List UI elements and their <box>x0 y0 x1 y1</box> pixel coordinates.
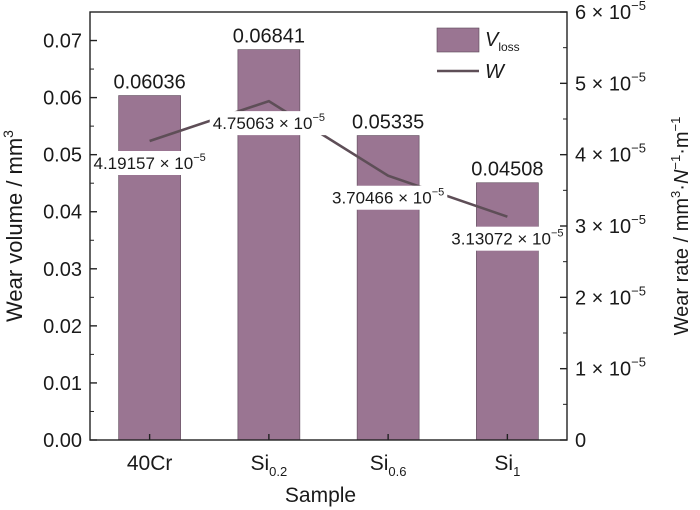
left-tick-label: 0.03 <box>43 259 82 281</box>
left-tick-label: 0.07 <box>43 31 82 53</box>
right-tick-label: 3 × 10−5 <box>575 212 646 238</box>
line-value-label: 3.70466 × 10−5 <box>328 185 448 210</box>
legend-swatch-bars <box>436 27 480 53</box>
left-axis-title: Wear volume / mm3 <box>0 130 27 322</box>
x-tick-label: Si0.2 <box>250 452 287 479</box>
bar <box>118 95 181 441</box>
axes: 0.00 0.01 0.02 0.03 0.04 0.05 0.06 0.07 0 1 × 10−… <box>43 0 646 479</box>
left-tick-label: 0.04 <box>43 202 82 224</box>
legend: Vloss W <box>436 27 520 83</box>
wear-rate-line <box>149 99 508 218</box>
left-tick-label: 0.01 <box>43 373 82 395</box>
right-tick-label: 0 <box>575 430 586 452</box>
legend-label-line: W <box>485 61 506 83</box>
line-label-background <box>90 151 209 176</box>
bar-value-label: 0.06841 <box>233 26 305 48</box>
line-series <box>149 99 508 218</box>
line-label-background <box>448 226 567 251</box>
line-value-label: 4.75063 × 10−5 <box>209 111 329 136</box>
x-tick-label: Si0.6 <box>370 452 407 479</box>
line-value-text: 3.70466 × 10−5 <box>332 187 444 208</box>
left-tick-label: 0.06 <box>43 88 82 110</box>
right-tick-label: 4 × 10−5 <box>575 141 646 167</box>
x-tick-label: Si1 <box>494 452 520 479</box>
bar-value-label: 0.06036 <box>113 72 185 94</box>
right-tick-label: 6 × 10−5 <box>575 0 646 24</box>
right-tick-label: 5 × 10−5 <box>575 69 646 95</box>
left-tick-label: 0.05 <box>43 145 82 167</box>
line-value-label: 3.13072 × 10−5 <box>448 226 567 251</box>
line-value-text: 3.13072 × 10−5 <box>451 228 563 249</box>
line-label-background <box>328 185 448 210</box>
bar <box>476 182 539 441</box>
left-tick-label: 0.00 <box>43 430 82 452</box>
bar-value-label: 0.05335 <box>352 112 424 134</box>
data-labels: 0.06036 0.06841 0.05335 0.04508 4.19157 × 10… <box>90 26 567 251</box>
right-axis-title: Wear rate / mm3·N−1·m−1 <box>668 117 693 336</box>
line-value-label: 4.19157 × 10−5 <box>90 151 209 176</box>
x-axis-title: Sample <box>285 484 356 507</box>
left-tick-label: 0.02 <box>43 316 82 338</box>
x-tick-label: 40Cr <box>127 452 173 475</box>
right-tick-label: 2 × 10−5 <box>575 283 646 309</box>
line-label-background <box>209 111 329 136</box>
axis-titles: Sample Wear volume / mm3 Wear rate / mm3·N… <box>0 117 693 507</box>
line-value-text: 4.19157 × 10−5 <box>93 152 205 173</box>
right-tick-label: 1 × 10−5 <box>575 355 646 381</box>
legend-label-bars: Vloss <box>485 29 520 54</box>
bar-value-label: 0.04508 <box>471 159 543 181</box>
bar <box>356 135 420 441</box>
line-value-text: 4.75063 × 10−5 <box>213 112 325 133</box>
